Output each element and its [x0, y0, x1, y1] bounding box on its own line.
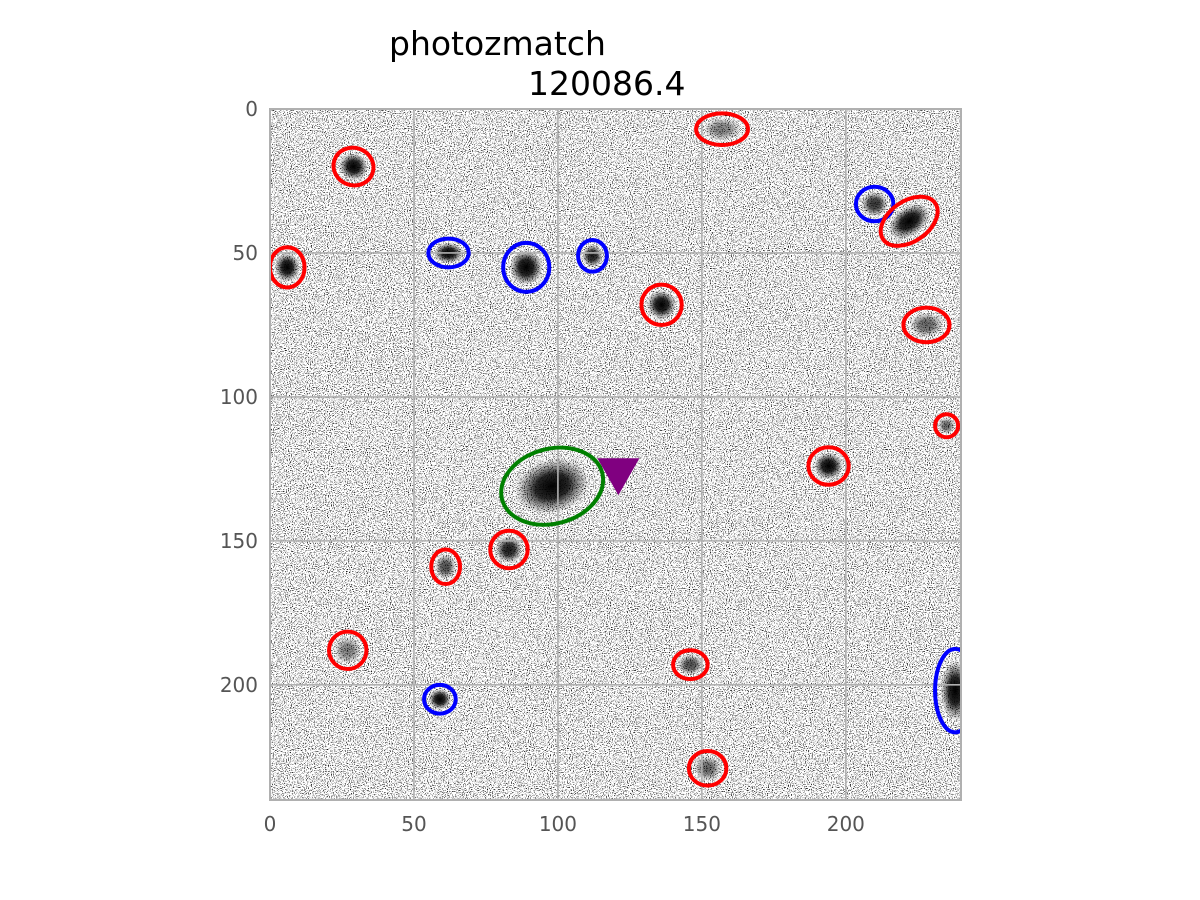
- source-blob-6: [582, 244, 603, 268]
- source-blob-2: [861, 191, 889, 217]
- source-blob-10: [938, 417, 955, 435]
- source-blobs: [274, 117, 961, 781]
- x-tick-label: 150: [683, 812, 721, 836]
- red-detection-ellipse: [933, 412, 961, 440]
- x-tick-label: 100: [539, 812, 577, 836]
- source-blob-9: [909, 312, 944, 338]
- source-blob-19: [694, 755, 722, 781]
- blue-detection-ellipse: [576, 238, 609, 274]
- red-detection-ellipse: [671, 648, 710, 682]
- y-tick-label: 150: [220, 529, 258, 553]
- red-detection-ellipse: [327, 629, 369, 671]
- y-tick-label: 200: [220, 673, 258, 697]
- source-blob-8: [647, 290, 677, 320]
- x-tick-label: 50: [401, 812, 426, 836]
- x-tick-label: 200: [827, 812, 865, 836]
- source-blob-13: [495, 536, 523, 563]
- blue-detection-ellipse: [501, 240, 552, 294]
- detection-ellipses: [270, 111, 961, 788]
- source-blob-3: [888, 203, 930, 239]
- red-detection-ellipse: [639, 282, 684, 327]
- y-tick-label: 50: [233, 241, 258, 265]
- source-blob-18: [940, 660, 961, 721]
- blue-detection-ellipse: [426, 236, 471, 270]
- x-tick-label: 0: [264, 812, 277, 836]
- y-tick-label: 0: [245, 97, 258, 121]
- red-detection-ellipse: [429, 547, 463, 587]
- axes-frame: [269, 108, 962, 801]
- red-detection-ellipse: [488, 528, 530, 571]
- source-blob-5: [509, 249, 543, 285]
- source-blob-16: [677, 654, 703, 676]
- green-detection-ellipse: [499, 445, 606, 527]
- red-detection-ellipse: [806, 445, 851, 487]
- source-blob-7: [274, 252, 300, 282]
- source-blob-17: [428, 688, 452, 710]
- source-blob-1: [339, 152, 368, 181]
- target-marker-layer: [597, 458, 640, 496]
- source-blob-11: [515, 458, 589, 514]
- tick-labels: 0 50 100 150 200 0 50 100 150 200: [220, 97, 865, 836]
- red-detection-ellipse: [878, 194, 940, 248]
- red-detection-ellipse: [270, 245, 307, 290]
- source-blob-14: [435, 554, 456, 580]
- blue-detection-ellipse: [853, 184, 896, 224]
- red-detection-ellipse: [686, 749, 729, 788]
- source-blob-12: [814, 452, 844, 480]
- red-detection-ellipse: [331, 145, 376, 188]
- chart-title-line-1: photozmatch: [389, 24, 606, 63]
- source-blob-15: [334, 636, 362, 664]
- y-tick-label: 100: [220, 385, 258, 409]
- red-detection-ellipse: [694, 111, 750, 147]
- red-detection-ellipse: [901, 305, 952, 345]
- blue-detection-ellipse: [933, 646, 961, 735]
- source-blob-0: [703, 117, 741, 141]
- chart-title-line-2: 120086.4: [528, 64, 686, 103]
- blue-detection-ellipse: [422, 682, 458, 716]
- target-triangle-marker: [597, 458, 640, 496]
